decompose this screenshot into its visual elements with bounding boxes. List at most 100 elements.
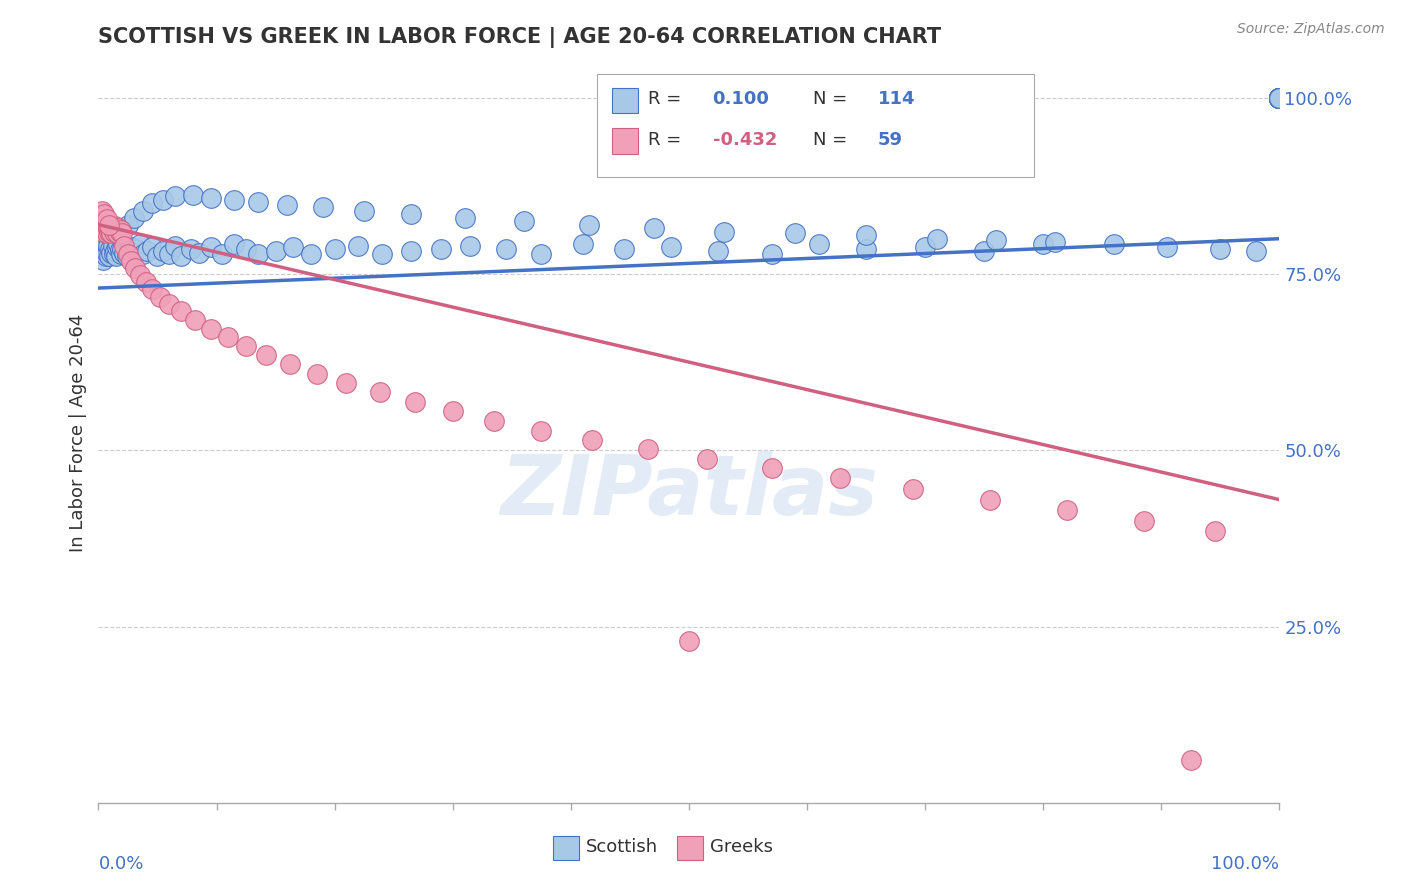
Point (200, 240, 222, 254)
Point (305, 367, 328, 381)
Point (152, 244, 174, 259)
Text: SCOTTISH VS GREEK IN LABOR FORCE | AGE 20-64 CORRELATION CHART: SCOTTISH VS GREEK IN LABOR FORCE | AGE 2… (98, 27, 942, 48)
Point (90, 245, 112, 260)
Point (112, 239, 135, 253)
Point (180, 242, 202, 256)
Point (1180, 754, 1202, 768)
Point (111, 226, 134, 240)
Point (135, 276, 157, 290)
Point (530, 424, 553, 438)
Point (128, 237, 150, 252)
Point (224, 193, 246, 207)
Point (157, 296, 180, 310)
Point (108, 243, 131, 257)
Point (121, 240, 143, 254)
Point (141, 240, 163, 254)
Point (91, 252, 114, 267)
Point (100, 245, 122, 260)
Text: 114: 114 (877, 90, 915, 109)
Point (157, 247, 180, 261)
Point (1268, 91, 1291, 105)
Point (184, 313, 207, 327)
Point (613, 242, 636, 256)
Point (112, 245, 135, 260)
Point (581, 433, 603, 447)
Point (1268, 91, 1291, 105)
Point (128, 268, 150, 283)
Point (1268, 91, 1291, 105)
Point (211, 247, 233, 261)
Point (170, 249, 193, 263)
Point (132, 247, 155, 261)
Point (830, 471, 852, 485)
Text: -0.432: -0.432 (713, 131, 778, 149)
Point (707, 244, 730, 259)
Point (105, 223, 128, 237)
Point (1268, 91, 1291, 105)
Point (91, 225, 114, 239)
Point (1156, 240, 1178, 254)
Point (165, 189, 187, 203)
Point (107, 237, 129, 252)
Point (1268, 91, 1291, 105)
Point (1209, 242, 1232, 256)
Point (181, 188, 204, 202)
Point (224, 237, 246, 252)
Point (124, 261, 146, 276)
Point (283, 240, 305, 254)
Point (512, 214, 534, 228)
Point (761, 461, 783, 475)
Point (264, 244, 287, 259)
Point (1268, 91, 1291, 105)
Point (1268, 91, 1291, 105)
FancyBboxPatch shape (612, 128, 638, 153)
Point (94, 249, 117, 263)
Point (103, 225, 125, 239)
Point (299, 247, 322, 261)
Point (117, 247, 139, 261)
Point (401, 244, 423, 259)
Point (696, 451, 718, 466)
Point (105, 226, 128, 240)
FancyBboxPatch shape (596, 73, 1033, 178)
Point (979, 492, 1001, 507)
Point (100, 226, 122, 240)
Point (855, 242, 877, 256)
Point (347, 239, 370, 253)
Point (1268, 91, 1291, 105)
Point (278, 357, 301, 371)
Point (93, 219, 115, 233)
Point (1268, 91, 1291, 105)
Text: 59: 59 (877, 131, 903, 149)
Point (97, 239, 120, 253)
Point (89, 218, 111, 232)
Point (146, 249, 169, 263)
Point (91, 239, 114, 253)
Point (973, 244, 995, 259)
Point (122, 211, 145, 225)
Point (110, 247, 132, 261)
Point (104, 244, 127, 259)
Point (246, 195, 269, 210)
Point (1056, 503, 1078, 517)
Point (1032, 237, 1054, 252)
Text: R =: R = (648, 90, 686, 109)
Point (91, 203, 114, 218)
Point (925, 232, 948, 246)
Point (571, 237, 593, 252)
Point (111, 242, 134, 256)
Point (1244, 244, 1267, 259)
Point (98, 242, 121, 256)
Text: N =: N = (813, 131, 853, 149)
Text: 100.0%: 100.0% (1212, 855, 1279, 872)
Point (404, 395, 426, 409)
Point (368, 385, 391, 400)
Point (530, 247, 553, 261)
Point (101, 239, 124, 253)
Text: Scottish: Scottish (586, 838, 658, 856)
Point (914, 240, 936, 254)
Point (93, 242, 115, 256)
Point (96, 226, 118, 240)
Point (1268, 91, 1291, 105)
Point (1268, 91, 1291, 105)
